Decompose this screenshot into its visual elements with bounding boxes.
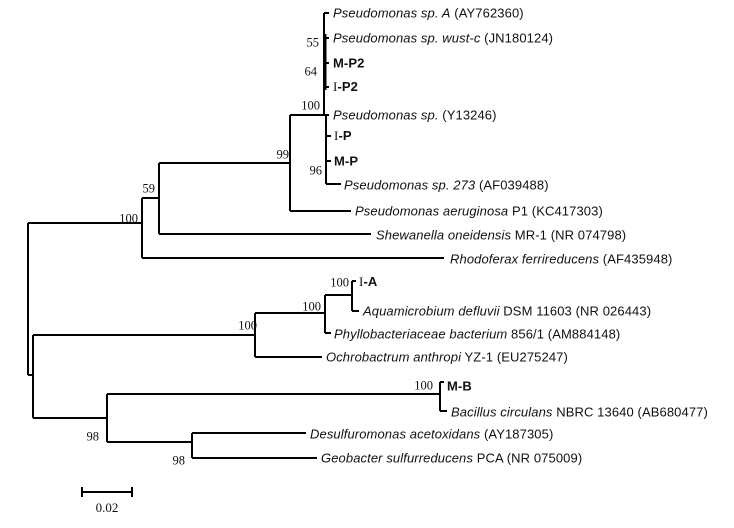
scale-bar-label: 0.02 [95, 500, 119, 515]
tip-label-part: M-B [447, 378, 472, 394]
tip-label-geobacter-sulfurreducens: Geobacter sulfurreducens PCA (NR 075009) [321, 451, 582, 466]
bootstrap-value: 64 [304, 64, 318, 79]
tip-label-part: P1 (KC417303) [508, 203, 603, 219]
tip-label-aquamicrobium-defluvii: Aquamicrobium defluvii DSM 11603 (NR 026… [363, 304, 651, 319]
tip-label-part: -A [363, 274, 378, 289]
tip-label-bacillus-circulans: Bacillus circulans NBRC 13640 (AB680477) [451, 405, 708, 420]
tip-label-strain-i-p2: I-P2 [333, 79, 358, 95]
bootstrap-value: 96 [309, 163, 323, 178]
bootstrap-value: 55 [306, 35, 320, 50]
tip-label-part: Geobacter sulfurreducens [321, 450, 473, 466]
tip-label-part: PCA (NR 075009) [472, 450, 583, 466]
tip-label-part: Pseudomonas sp. [333, 107, 439, 123]
tip-label-part: I [334, 128, 339, 143]
tip-label-part: M-P2 [333, 55, 365, 71]
tip-label-part: (AY187305) [480, 426, 554, 442]
tip-label-part: Bacillus circulans [451, 404, 553, 420]
tip-label-part: Shewanella oneidensis [376, 227, 512, 243]
bootstrap-value: 100 [302, 299, 321, 314]
tip-label-part: Pseudomonas sp. A [333, 5, 451, 21]
tip-label-pseudomonas-sp-a: Pseudomonas sp. A (AY762360) [333, 6, 524, 21]
tip-label-part: 856/1 (AM884148) [507, 326, 621, 342]
tip-label-rhodoferax-ferrireducens: Rhodoferax ferrireducens (AF435948) [450, 252, 672, 267]
tip-label-part: YZ-1 (EU275247) [461, 349, 568, 365]
bootstrap-value: 98 [172, 453, 186, 468]
bootstrap-value: 98 [86, 429, 100, 444]
tip-label-desulfuromonas-acetoxidans: Desulfuromonas acetoxidans (AY187305) [310, 427, 553, 442]
tip-label-part: Rhodoferax ferrireducens [450, 251, 600, 267]
bootstrap-value: 100 [414, 378, 433, 393]
tip-label-part: -P [338, 128, 352, 143]
tip-label-part: I [359, 274, 364, 289]
bootstrap-value: 100 [238, 318, 257, 333]
tip-label-part: Pseudomonas sp. 273 [344, 177, 476, 193]
bootstrap-value: 59 [142, 181, 156, 196]
tip-label-part: (JN180124) [480, 30, 554, 46]
tip-label-part: M-P [334, 153, 359, 169]
tip-label-strain-m-b: M-B [447, 379, 472, 394]
tip-label-part: (Y13246) [438, 107, 497, 123]
tip-label-shewanella-oneidensis-mr1: Shewanella oneidensis MR-1 (NR 074798) [376, 228, 626, 243]
tip-label-part: MR-1 (NR 074798) [511, 227, 627, 243]
tip-label-ochrobactrum-anthropi-yz1: Ochrobactrum anthropi YZ-1 (EU275247) [326, 350, 568, 365]
tip-label-part: Ochrobactrum anthropi [326, 349, 462, 365]
tip-label-part: I [333, 79, 338, 94]
tip-label-part: Aquamicrobium defluvii [363, 303, 500, 319]
tip-label-part: Desulfuromonas acetoxidans [310, 426, 481, 442]
tip-label-phyllobacteriaceae-bacterium: Phyllobacteriaceae bacterium 856/1 (AM88… [334, 327, 620, 342]
tip-label-strain-i-a: I-A [359, 274, 377, 290]
tip-label-part: -P2 [337, 79, 358, 94]
tip-label-part: (AF039488) [475, 177, 549, 193]
tip-label-pseudomonas-sp-y13246: Pseudomonas sp. (Y13246) [333, 108, 497, 123]
bootstrap-value: 100 [119, 211, 138, 226]
tip-label-pseudomonas-aeruginosa-p1: Pseudomonas aeruginosa P1 (KC417303) [355, 204, 603, 219]
tip-label-strain-m-p: M-P [334, 154, 358, 169]
bootstrap-value: 100 [330, 275, 349, 290]
bootstrap-value: 100 [301, 98, 320, 113]
tip-label-pseudomonas-sp-273: Pseudomonas sp. 273 (AF039488) [344, 178, 549, 193]
tip-label-part: (AY762360) [450, 5, 524, 21]
tip-label-pseudomonas-sp-wust-c: Pseudomonas sp. wust-c (JN180124) [333, 31, 553, 46]
tip-label-part: Pseudomonas aeruginosa [355, 203, 509, 219]
tip-label-strain-i-p: I-P [334, 128, 352, 144]
tip-label-part: (AF435948) [599, 251, 673, 267]
tip-label-part: Phyllobacteriaceae bacterium [334, 326, 508, 342]
bootstrap-value: 99 [276, 147, 290, 162]
tip-label-strain-m-p2: M-P2 [333, 56, 364, 71]
tip-label-part: DSM 11603 (NR 026443) [499, 303, 652, 319]
tip-label-part: NBRC 13640 (AB680477) [552, 404, 708, 420]
tip-label-part: Pseudomonas sp. wust-c [333, 30, 481, 46]
